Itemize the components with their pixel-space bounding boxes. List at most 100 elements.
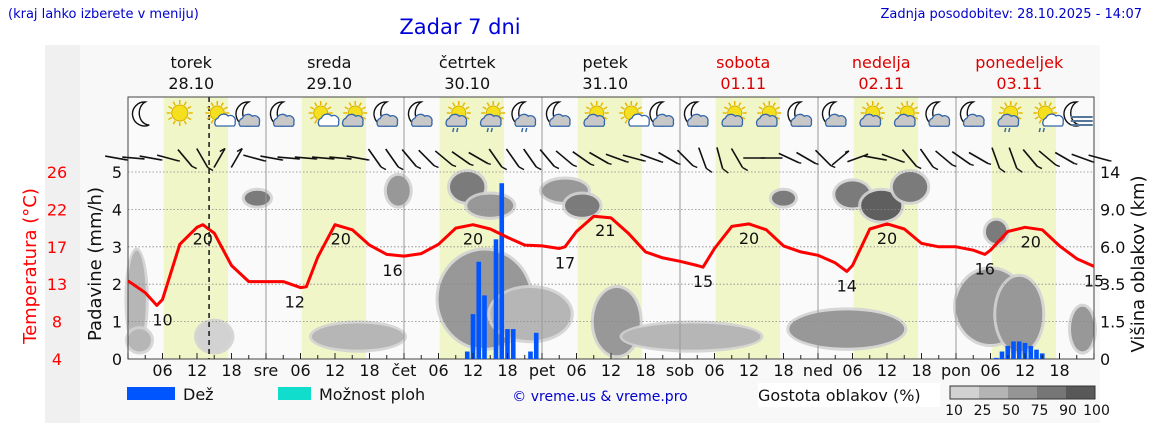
day-date: 02.11 [858, 74, 904, 93]
x-tick-label: 12 [1015, 361, 1035, 380]
day-name: ponedeljek [975, 53, 1064, 72]
copyright-link[interactable]: © vreme.us & vreme.pro [512, 389, 687, 405]
cloud-shape [859, 113, 882, 127]
sun-ray [741, 106, 746, 110]
temperature-label: 14 [837, 276, 857, 295]
sun-ray [896, 106, 901, 110]
wind-feather [844, 150, 850, 153]
wind-shaft [716, 147, 724, 169]
cloud-shape [317, 113, 340, 127]
sun-small-cloud-icon [308, 101, 340, 127]
x-tick-label: 12 [877, 361, 897, 380]
sun-ray [775, 106, 781, 110]
temp-tick-label: 4 [52, 350, 62, 369]
sun-ray [879, 116, 884, 120]
wind-feather [999, 167, 1006, 173]
sun-icon [166, 100, 193, 126]
cloud-shape [893, 113, 916, 127]
rain-bar [464, 351, 470, 359]
temp-tick-label: 8 [52, 313, 62, 332]
wind-feather [416, 165, 422, 170]
sun-ray [1017, 116, 1022, 120]
wind-feather [1055, 164, 1061, 168]
wind-shaft [277, 156, 300, 160]
cloud-density-mark [622, 323, 761, 350]
density-tick-label: 90 [1059, 403, 1077, 419]
wind-shaft [418, 149, 435, 167]
temp-tick-label: 13 [47, 275, 67, 294]
x-tick-label: čet [392, 361, 417, 380]
rain-bar [533, 332, 539, 359]
wind-barb-icon [243, 154, 267, 162]
wind-feather [608, 162, 612, 165]
day-date: 31.10 [582, 74, 628, 93]
sun-ray [728, 102, 732, 107]
precip-tick-label: 5 [112, 163, 122, 182]
wind-feather [742, 166, 749, 172]
sun-ray [1014, 102, 1018, 107]
wind-barb-icon [778, 152, 802, 164]
wind-feather [487, 162, 491, 165]
wind-barb-icon [555, 150, 578, 168]
sun-ray [866, 102, 870, 107]
sun-ray [603, 116, 608, 120]
wind-shaft [555, 150, 574, 166]
cloud-density-legend-label: Gostota oblakov (%) [758, 386, 921, 405]
wind-feather [451, 164, 457, 168]
wind-shaft [196, 148, 209, 168]
cloud-shape [928, 113, 951, 127]
wind-barb-icon [1088, 154, 1112, 162]
wind-shaft [968, 151, 989, 165]
moon-cloud-icon [373, 101, 399, 127]
density-colorbar-segment [979, 386, 1008, 399]
sun-ray [620, 106, 625, 110]
sun-ray [482, 106, 487, 110]
wind-shaft [367, 148, 382, 168]
rain-drop [486, 127, 489, 133]
wind-barb-icon [294, 156, 318, 160]
wind-feather [952, 164, 957, 168]
wind-barb-icon [1038, 150, 1061, 168]
rain-bar [1022, 342, 1028, 359]
wind-feather [518, 166, 525, 171]
wind-shaft [346, 155, 369, 161]
sun-ray [624, 119, 628, 124]
temperature-label: 20 [331, 230, 351, 249]
x-tick-label: 06 [566, 361, 586, 380]
location-hint[interactable]: (kraj lahko izberete v meniju) [8, 7, 199, 22]
temperature-label: 16 [975, 259, 995, 278]
daylight-band [715, 97, 781, 359]
temperature-label: 10 [152, 310, 172, 329]
wind-shaft [1008, 147, 1018, 169]
density-colorbar-segment [950, 386, 979, 399]
day-name: petek [583, 53, 629, 72]
wind-shaft [451, 151, 471, 165]
temperature-label: 20 [1021, 232, 1041, 251]
x-tick-label: 18 [635, 361, 655, 380]
sun-ray [172, 120, 176, 125]
rain-bar [510, 329, 516, 359]
wind-barb-icon [230, 147, 243, 168]
cloud-density-mark [996, 276, 1043, 352]
density-colorbar-segment [1008, 386, 1037, 399]
x-tick-label: 12 [601, 361, 621, 380]
rain-legend-swatch [127, 387, 175, 400]
rain-bar [1016, 341, 1022, 359]
wind-barb-icon [196, 148, 214, 172]
cloud-density-mark [1071, 306, 1094, 352]
wind-barb-icon [139, 155, 163, 161]
cloud-density-mark [127, 250, 146, 348]
sun-ray [738, 102, 742, 107]
day-date: 01.11 [720, 74, 766, 93]
cloud-height-axis-title: Višina oblakov (km) [1128, 175, 1149, 352]
sun-ray [772, 102, 776, 107]
last-updated: Zadnja posodobitev: 28.10.2025 - 14:07 [880, 7, 1142, 22]
cloud-density-mark [467, 194, 514, 217]
wind-barb-icon [730, 148, 749, 172]
x-tick-label: 12 [463, 361, 483, 380]
wind-barb-icon [1008, 147, 1023, 173]
cloud-density-mark [565, 194, 600, 217]
sun-ray [910, 102, 914, 107]
rain-drop [1042, 127, 1045, 133]
wind-barb-icon [697, 147, 713, 173]
